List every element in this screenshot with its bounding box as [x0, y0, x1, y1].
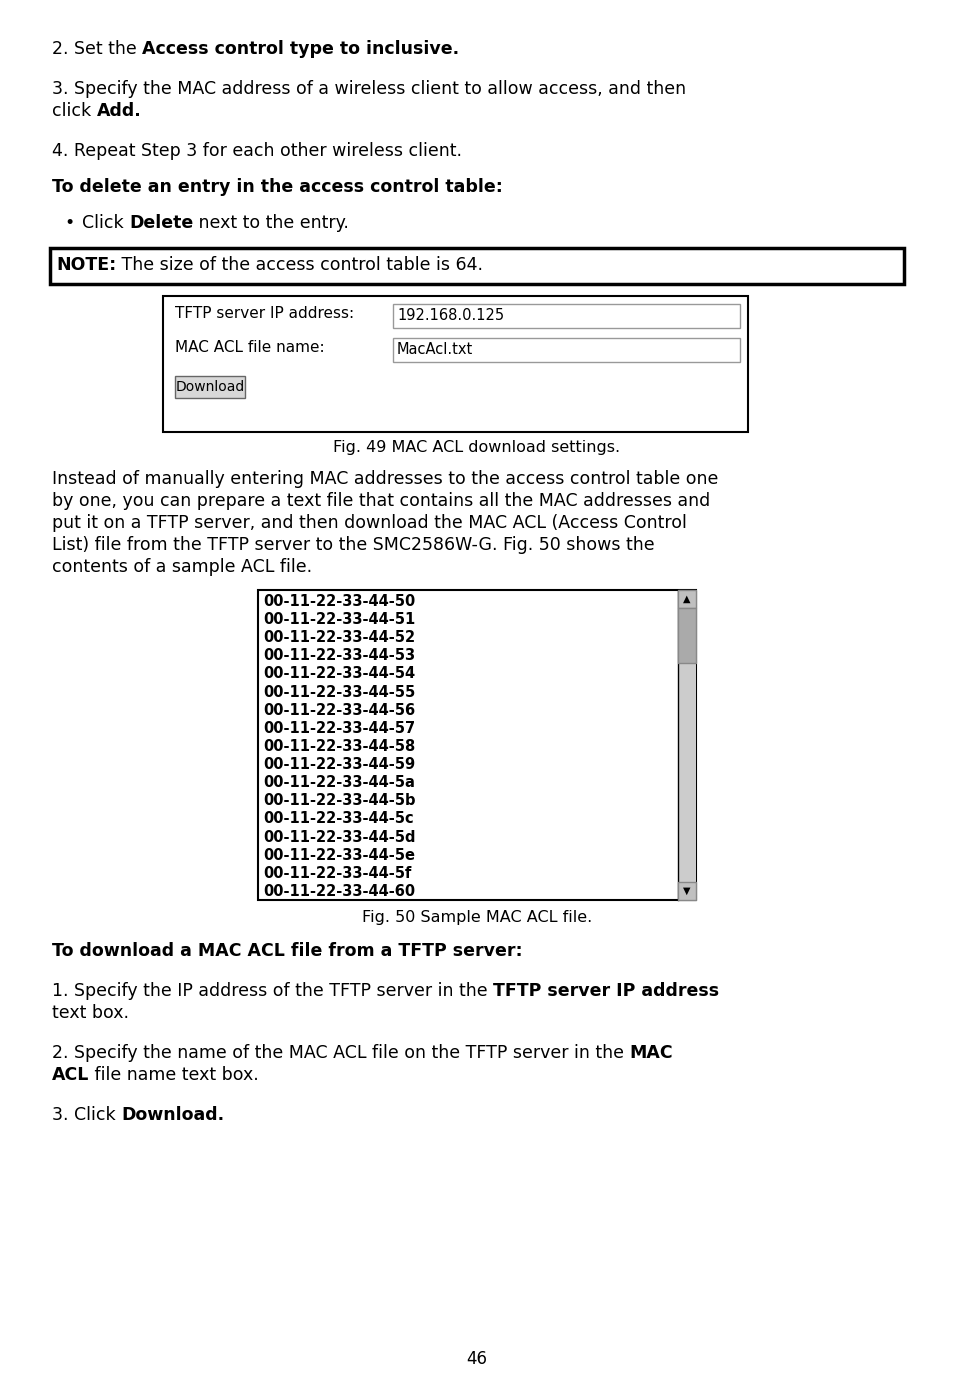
- Text: 00-11-22-33-44-55: 00-11-22-33-44-55: [263, 684, 415, 700]
- Text: text box.: text box.: [52, 1004, 129, 1022]
- Text: 00-11-22-33-44-5e: 00-11-22-33-44-5e: [263, 848, 415, 863]
- Text: 1. Specify the IP address of the TFTP server in the: 1. Specify the IP address of the TFTP se…: [52, 981, 493, 999]
- Text: 00-11-22-33-44-51: 00-11-22-33-44-51: [263, 612, 415, 627]
- Text: ACL: ACL: [52, 1066, 90, 1084]
- Text: 00-11-22-33-44-58: 00-11-22-33-44-58: [263, 738, 415, 754]
- Text: •: •: [64, 214, 74, 232]
- Text: Download.: Download.: [121, 1106, 224, 1124]
- Text: 00-11-22-33-44-53: 00-11-22-33-44-53: [263, 648, 415, 663]
- Text: 00-11-22-33-44-59: 00-11-22-33-44-59: [263, 756, 415, 772]
- Bar: [678, 590, 696, 608]
- Text: 00-11-22-33-44-57: 00-11-22-33-44-57: [263, 720, 415, 736]
- Text: ▼: ▼: [682, 886, 690, 897]
- Text: by one, you can prepare a text file that contains all the MAC addresses and: by one, you can prepare a text file that…: [52, 491, 709, 509]
- Text: 2. Set the: 2. Set the: [52, 40, 142, 58]
- Text: 00-11-22-33-44-54: 00-11-22-33-44-54: [263, 666, 415, 682]
- Text: MAC ACL file name:: MAC ACL file name:: [174, 340, 324, 355]
- Bar: [678, 608, 696, 663]
- Text: Instead of manually entering MAC addresses to the access control table one: Instead of manually entering MAC address…: [52, 471, 718, 489]
- Text: 4. Repeat Step 3 for each other wireless client.: 4. Repeat Step 3 for each other wireless…: [52, 142, 461, 160]
- Text: Click: Click: [82, 214, 129, 232]
- Text: ▲: ▲: [682, 594, 690, 604]
- Text: 00-11-22-33-44-56: 00-11-22-33-44-56: [263, 702, 415, 718]
- Text: next to the entry.: next to the entry.: [193, 214, 349, 232]
- Text: 192.168.0.125: 192.168.0.125: [396, 308, 503, 323]
- Text: 2. Specify the name of the MAC ACL file on the TFTP server in the: 2. Specify the name of the MAC ACL file …: [52, 1044, 629, 1062]
- Text: Delete: Delete: [129, 214, 193, 232]
- Text: The size of the access control table is 64.: The size of the access control table is …: [116, 255, 483, 273]
- Text: 3. Specify the MAC address of a wireless client to allow access, and then: 3. Specify the MAC address of a wireless…: [52, 81, 685, 99]
- Text: 00-11-22-33-44-5b: 00-11-22-33-44-5b: [263, 794, 416, 808]
- Text: Download: Download: [175, 380, 244, 394]
- Text: 00-11-22-33-44-5c: 00-11-22-33-44-5c: [263, 812, 414, 826]
- Text: Access control type to inclusive.: Access control type to inclusive.: [142, 40, 459, 58]
- Text: TFTP server IP address: TFTP server IP address: [493, 981, 719, 999]
- Text: 00-11-22-33-44-50: 00-11-22-33-44-50: [263, 594, 415, 609]
- Bar: [163, 296, 747, 432]
- Text: 46: 46: [466, 1351, 487, 1369]
- Bar: [393, 304, 740, 328]
- Text: NOTE:: NOTE:: [56, 255, 116, 273]
- Text: contents of a sample ACL file.: contents of a sample ACL file.: [52, 558, 312, 576]
- Text: MAC: MAC: [629, 1044, 673, 1062]
- Text: 00-11-22-33-44-5a: 00-11-22-33-44-5a: [263, 775, 415, 790]
- Text: 00-11-22-33-44-5d: 00-11-22-33-44-5d: [263, 830, 416, 844]
- Bar: [678, 590, 696, 899]
- Text: 00-11-22-33-44-52: 00-11-22-33-44-52: [263, 630, 415, 645]
- Text: put it on a TFTP server, and then download the MAC ACL (Access Control: put it on a TFTP server, and then downlo…: [52, 514, 686, 532]
- Text: file name text box.: file name text box.: [90, 1066, 259, 1084]
- Text: To download a MAC ACL file from a TFTP server:: To download a MAC ACL file from a TFTP s…: [52, 942, 522, 960]
- Bar: [678, 881, 696, 899]
- Text: Add.: Add.: [96, 101, 141, 119]
- Bar: [50, 248, 903, 285]
- Text: MacAcl.txt: MacAcl.txt: [396, 341, 473, 357]
- Text: 3. Click: 3. Click: [52, 1106, 121, 1124]
- Text: List) file from the TFTP server to the SMC2586W-G. Fig. 50 shows the: List) file from the TFTP server to the S…: [52, 536, 654, 554]
- Text: 00-11-22-33-44-5f: 00-11-22-33-44-5f: [263, 866, 411, 881]
- Text: click: click: [52, 101, 96, 119]
- Bar: [393, 339, 740, 362]
- Bar: [174, 376, 245, 398]
- Bar: [257, 590, 696, 899]
- Text: 00-11-22-33-44-60: 00-11-22-33-44-60: [263, 884, 415, 899]
- Text: TFTP server IP address:: TFTP server IP address:: [174, 305, 354, 321]
- Text: Fig. 49 MAC ACL download settings.: Fig. 49 MAC ACL download settings.: [334, 440, 619, 455]
- Text: To delete an entry in the access control table:: To delete an entry in the access control…: [52, 178, 502, 196]
- Text: Fig. 50 Sample MAC ACL file.: Fig. 50 Sample MAC ACL file.: [361, 911, 592, 924]
